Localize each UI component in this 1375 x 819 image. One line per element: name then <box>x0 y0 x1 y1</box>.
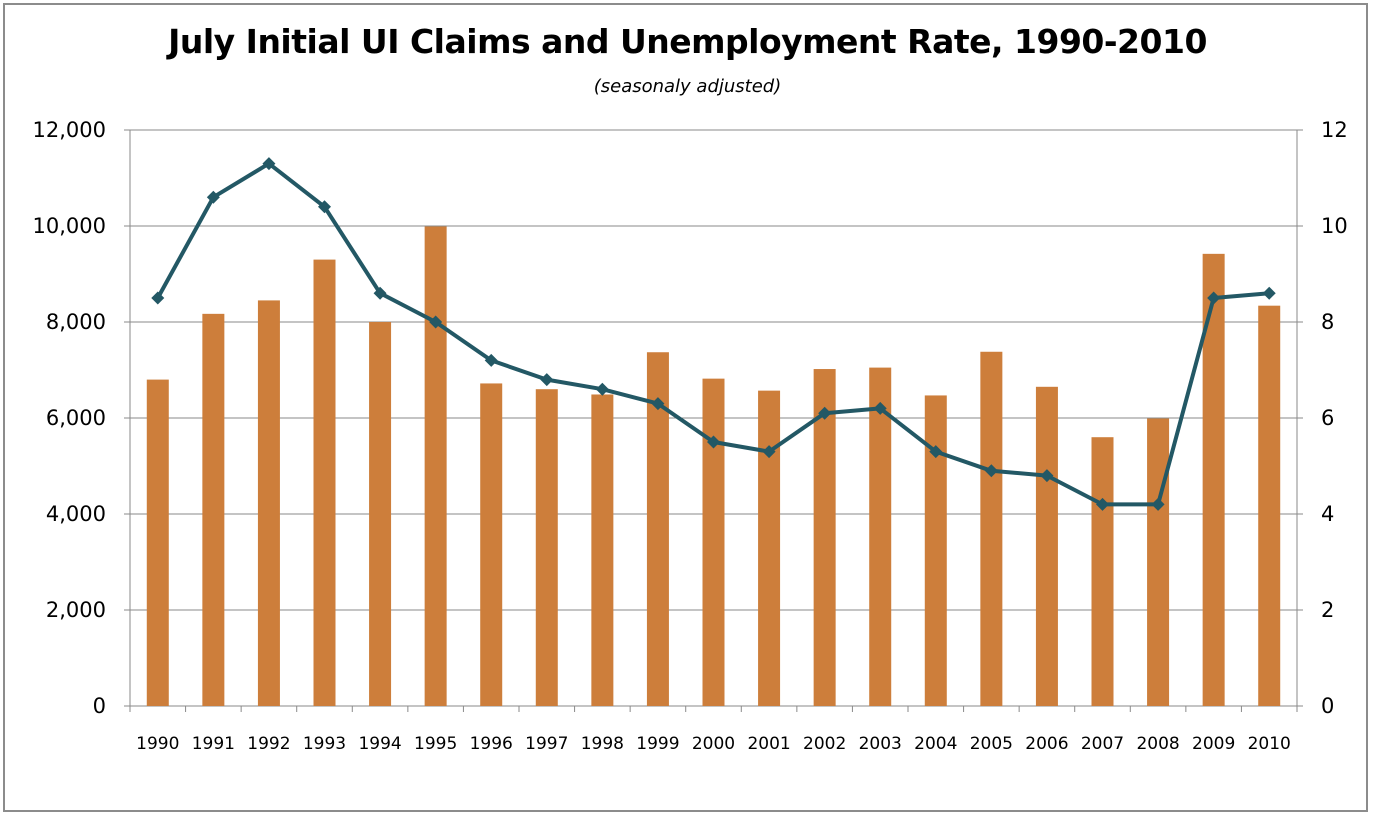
left-tick-label: 2,000 <box>46 598 106 622</box>
bar-1992 <box>257 300 280 706</box>
x-tick-label: 2002 <box>803 734 846 754</box>
bar-1996 <box>480 383 503 706</box>
x-tick-label: 2009 <box>1192 734 1235 754</box>
rate-point-2005 <box>984 464 998 478</box>
left-tick-label: 6,000 <box>46 406 106 430</box>
x-tick-label: 2010 <box>1248 734 1291 754</box>
x-tick-label: 1999 <box>636 734 679 754</box>
bar-2006 <box>1035 386 1058 706</box>
rate-point-2000 <box>707 435 720 449</box>
bar-1995 <box>424 226 447 707</box>
claims-bars <box>146 226 1281 707</box>
chart-subtitle: (seasonaly adjusted) <box>593 76 782 97</box>
bar-2005 <box>980 351 1003 706</box>
rate-point-2003 <box>873 401 887 415</box>
bar-1994 <box>369 322 392 706</box>
rate-point-2008 <box>1151 497 1165 511</box>
left-tick-label: 12,000 <box>33 118 106 142</box>
bar-2002 <box>813 369 836 706</box>
rate-point-2006 <box>1040 469 1054 483</box>
x-tick-label: 1998 <box>581 734 624 754</box>
chart-title: July Initial UI Claims and Unemployment … <box>168 22 1207 61</box>
rate-point-2002 <box>818 406 832 420</box>
rate-point-2009 <box>1207 291 1221 305</box>
x-tick-label: 1994 <box>358 734 401 754</box>
left-tick-label: 4,000 <box>46 502 106 526</box>
bar-1997 <box>535 389 558 706</box>
bar-2008 <box>1147 418 1170 706</box>
x-tick-label: 2000 <box>692 734 735 754</box>
x-tick-label: 2004 <box>914 734 957 754</box>
left-tick-label: 8,000 <box>46 310 106 334</box>
right-tick-label: 0 <box>1321 694 1334 718</box>
right-tick-label: 8 <box>1321 310 1334 334</box>
tick-labels: 0 2,000 4,000 6,000 8,000 10,000 12,000 0 2 4 6 8 10… <box>33 118 1348 754</box>
right-tick-label: 2 <box>1321 598 1334 622</box>
rate-point-1992 <box>262 157 276 171</box>
bar-2007 <box>1091 437 1114 706</box>
x-tick-label: 1996 <box>470 734 513 754</box>
left-tick-label: 0 <box>93 694 106 718</box>
rate-point-1995 <box>429 315 443 329</box>
rate-point-1999 <box>651 397 665 411</box>
bar-1993 <box>313 259 336 706</box>
right-tick-label: 10 <box>1321 214 1348 238</box>
x-tick-label: 1993 <box>303 734 346 754</box>
x-tick-label: 2008 <box>1136 734 1179 754</box>
right-tick-label: 4 <box>1321 502 1334 526</box>
bar-2009 <box>1202 253 1225 706</box>
rate-point-1990 <box>151 291 165 305</box>
bar-1998 <box>591 394 614 706</box>
rate-point-1991 <box>206 190 220 204</box>
rate-point-1996 <box>484 353 498 367</box>
x-tick-label: 1995 <box>414 734 457 754</box>
unemployment-rate-line <box>151 157 1276 511</box>
rate-point-1993 <box>318 200 331 214</box>
right-tick-label: 6 <box>1321 406 1334 430</box>
left-tick-label: 10,000 <box>33 214 106 238</box>
bar-2010 <box>1258 305 1281 706</box>
rate-point-1998 <box>595 382 609 396</box>
x-tick-label: 1997 <box>525 734 568 754</box>
x-tick-label: 1990 <box>136 734 179 754</box>
x-tick-label: 2007 <box>1081 734 1124 754</box>
rate-point-1997 <box>540 373 554 387</box>
x-tick-label: 1991 <box>192 734 235 754</box>
x-tick-label: 2005 <box>970 734 1013 754</box>
rate-point-2004 <box>929 445 943 459</box>
bar-2001 <box>758 390 781 706</box>
rate-point-1994 <box>373 286 387 300</box>
rate-point-2007 <box>1096 497 1109 511</box>
x-tick-label: 1992 <box>247 734 290 754</box>
x-tick-label: 2006 <box>1025 734 1068 754</box>
right-tick-label: 12 <box>1321 118 1348 142</box>
rate-point-2010 <box>1262 286 1276 300</box>
x-tick-label: 2001 <box>747 734 790 754</box>
rate-point-2001 <box>762 445 776 459</box>
bar-2004 <box>924 395 947 706</box>
chart-frame <box>3 3 1368 812</box>
bar-2000 <box>702 378 725 706</box>
bar-2003 <box>869 367 892 706</box>
x-tick-label: 2003 <box>859 734 902 754</box>
bar-1990 <box>146 379 169 706</box>
bar-1999 <box>646 352 669 706</box>
bar-1991 <box>202 313 225 706</box>
